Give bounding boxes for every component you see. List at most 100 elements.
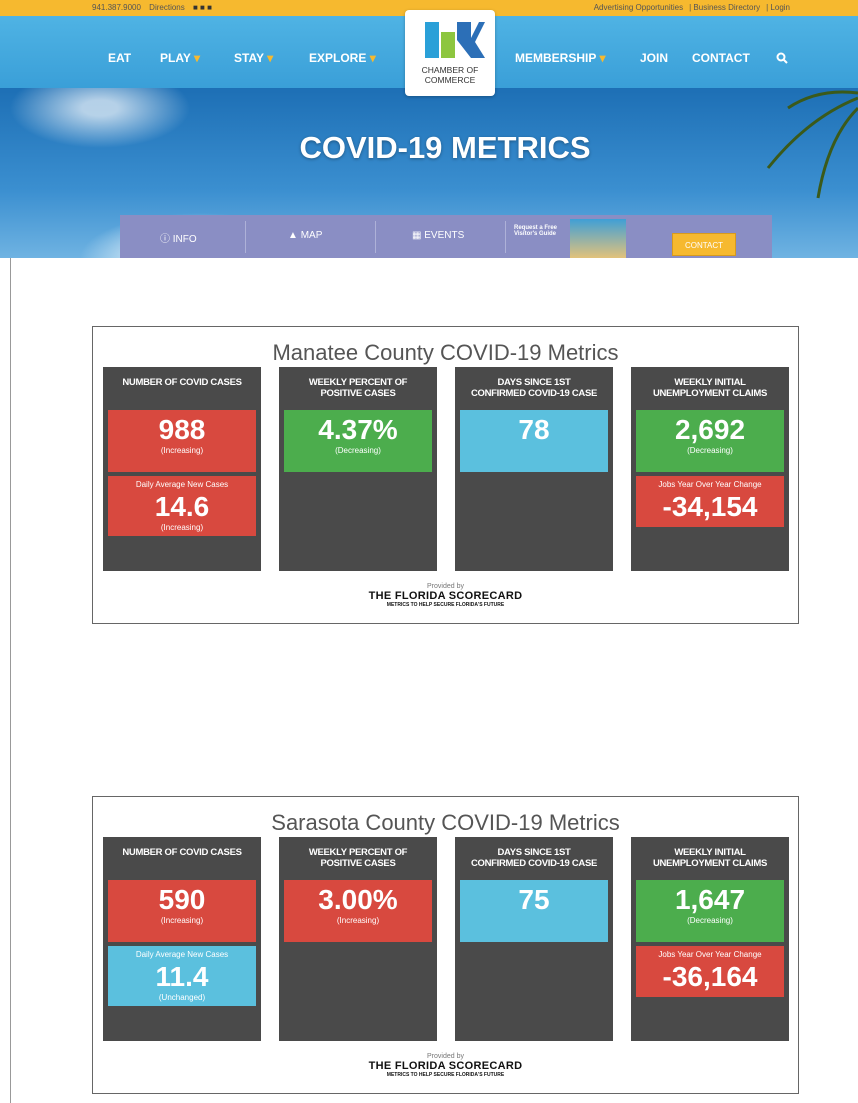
label: MAP [301, 230, 323, 241]
separator [505, 221, 506, 253]
sub-nav-item[interactable]: ▲ MAP [288, 230, 322, 241]
tagline: METRICS TO HELP SECURE FLORIDA'S FUTURE [93, 602, 798, 608]
top-link[interactable]: Login [770, 3, 790, 12]
metric-status: (Increasing) [108, 916, 256, 925]
metric-status: (Decreasing) [636, 916, 784, 925]
page: 941.387.9000 Directions ■ ■ ■ Advertisin… [0, 0, 858, 1103]
nav-item[interactable]: PLAY [160, 51, 200, 65]
nav-item[interactable]: CONTACT [692, 51, 750, 65]
metric-box: 1,647(Decreasing) [636, 880, 784, 942]
metric-tile: DAYS SINCE 1ST CONFIRMED COVID-19 CASE 78 [455, 367, 613, 571]
border [10, 258, 11, 1103]
metric-box: 4.37%(Decreasing) [284, 410, 432, 472]
social-icons: ■ ■ ■ [193, 3, 212, 12]
top-links: Advertising Opportunities| Business Dire… [594, 3, 796, 12]
metric-status: (Decreasing) [284, 446, 432, 455]
metric-heading: WEEKLY INITIAL UNEMPLOYMENT CLAIMS [636, 367, 784, 410]
nav-item[interactable]: JOIN [640, 51, 668, 65]
dashboard-title: Sarasota County COVID-19 Metrics [93, 810, 798, 836]
metric-status: (Unchanged) [108, 993, 256, 1002]
metric-box: 75 [460, 880, 608, 942]
metric-label: Jobs Year Over Year Change [636, 950, 784, 961]
sub-nav-item[interactable]: ▦ EVENTS [412, 230, 464, 241]
sub-nav-item[interactable]: ⓘ INFO [160, 230, 197, 245]
provided-by: Provided by [93, 1053, 798, 1060]
metric-value: 988 [108, 414, 256, 446]
metric-status: (Increasing) [108, 523, 256, 532]
guide-link[interactable]: Request a Free Visitor's Guide [514, 225, 564, 237]
contact-info: 941.387.9000 Directions ■ ■ ■ [92, 3, 218, 12]
metric-box: 988(Increasing) [108, 410, 256, 472]
metric-value: 590 [108, 884, 256, 916]
top-link[interactable]: Business Directory [693, 3, 760, 12]
metric-value: 78 [460, 414, 608, 446]
metric-heading: NUMBER OF COVID CASES [108, 367, 256, 410]
sub-nav: ⓘ INFO ▲ MAP ▦ EVENTS Request a Free Vis… [120, 215, 772, 258]
dashboard-title: Manatee County COVID-19 Metrics [93, 340, 798, 366]
top-link[interactable]: Advertising Opportunities [594, 3, 683, 12]
metric-status: (Increasing) [108, 446, 256, 455]
metric-value: 3.00% [284, 884, 432, 916]
metric-box: Jobs Year Over Year Change-34,154 [636, 476, 784, 527]
brand: THE FLORIDA SCORECARD [93, 1060, 798, 1072]
label: INFO [173, 234, 197, 245]
nav-item[interactable]: STAY [234, 51, 273, 65]
nav-item[interactable]: MEMBERSHIP [515, 51, 605, 65]
metric-value: 1,647 [636, 884, 784, 916]
metric-box: 2,692(Decreasing) [636, 410, 784, 472]
metric-value: -36,164 [636, 961, 784, 993]
contact-button[interactable]: CONTACT [672, 233, 736, 256]
phone[interactable]: 941.387.9000 [92, 3, 141, 12]
brand: THE FLORIDA SCORECARD [93, 590, 798, 602]
logo-text: CHAMBER OF COMMERCE [405, 65, 495, 85]
metric-heading: NUMBER OF COVID CASES [108, 837, 256, 880]
metric-label: Daily Average New Cases [108, 480, 256, 491]
separator [375, 221, 376, 253]
metric-value: 2,692 [636, 414, 784, 446]
metric-heading: DAYS SINCE 1ST CONFIRMED COVID-19 CASE [460, 837, 608, 880]
logo-mark [405, 10, 495, 65]
page-title: COVID-19 METRICS [0, 130, 858, 166]
nav-item[interactable]: EAT [108, 51, 131, 65]
metric-value: 11.4 [108, 961, 256, 993]
metric-value: 4.37% [284, 414, 432, 446]
logo[interactable]: CHAMBER OF COMMERCE [405, 10, 495, 96]
credit: Provided byTHE FLORIDA SCORECARDMETRICS … [93, 583, 798, 608]
directions[interactable]: Directions [149, 3, 185, 12]
metric-box: Jobs Year Over Year Change-36,164 [636, 946, 784, 997]
metric-heading: WEEKLY INITIAL UNEMPLOYMENT CLAIMS [636, 837, 784, 880]
metric-value: 14.6 [108, 491, 256, 523]
metric-tile: DAYS SINCE 1ST CONFIRMED COVID-19 CASE 75 [455, 837, 613, 1041]
metric-label: Jobs Year Over Year Change [636, 480, 784, 491]
metric-box: 590(Increasing) [108, 880, 256, 942]
label: EVENTS [424, 230, 464, 241]
metric-value: -34,154 [636, 491, 784, 523]
metric-heading: WEEKLY PERCENT OF POSITIVE CASES [284, 367, 432, 410]
metric-status: (Increasing) [284, 916, 432, 925]
metric-box: 78 [460, 410, 608, 472]
metric-heading: WEEKLY PERCENT OF POSITIVE CASES [284, 837, 432, 880]
search-icon[interactable] [776, 52, 788, 64]
metric-label: Daily Average New Cases [108, 950, 256, 961]
nav-item[interactable]: EXPLORE [309, 51, 376, 65]
metric-box: 3.00%(Increasing) [284, 880, 432, 942]
tagline: METRICS TO HELP SECURE FLORIDA'S FUTURE [93, 1072, 798, 1078]
guide-image[interactable] [570, 219, 626, 258]
metric-value: 75 [460, 884, 608, 916]
metric-status: (Decreasing) [636, 446, 784, 455]
separator [245, 221, 246, 253]
metric-heading: DAYS SINCE 1ST CONFIRMED COVID-19 CASE [460, 367, 608, 410]
